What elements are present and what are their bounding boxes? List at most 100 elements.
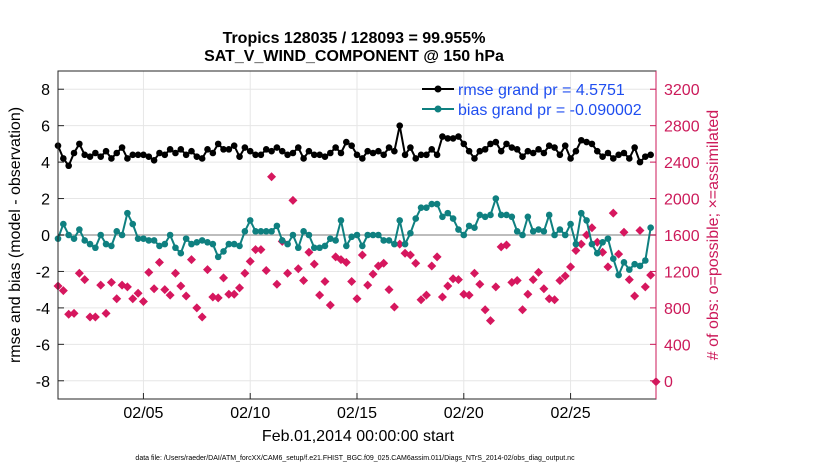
obs-count-point bbox=[138, 297, 148, 307]
y-right-tick-label: 800 bbox=[664, 301, 691, 318]
bias-point bbox=[236, 242, 243, 250]
obs-count-point bbox=[267, 172, 277, 182]
rmse-point bbox=[246, 147, 254, 155]
bias-point bbox=[124, 209, 131, 217]
legend-rmse-label: rmse grand pr = 4.5751 bbox=[458, 82, 625, 99]
rmse-point bbox=[316, 151, 323, 159]
obs-count-point bbox=[90, 312, 100, 322]
obs-count-point bbox=[571, 245, 581, 255]
bias-point bbox=[246, 217, 254, 224]
rmse-point bbox=[113, 149, 121, 157]
rmse-point bbox=[631, 144, 638, 151]
rmse-point bbox=[305, 147, 313, 155]
y-tick-label: 4 bbox=[41, 155, 50, 172]
chart-title-line1: Tropics 128035 / 128093 = 99.955% bbox=[223, 30, 486, 47]
bias-point bbox=[385, 237, 393, 244]
obs-count-point bbox=[384, 285, 394, 295]
rmse-point bbox=[284, 151, 291, 159]
obs-count-point bbox=[101, 308, 111, 318]
rmse-point bbox=[455, 133, 462, 140]
rmse-point bbox=[236, 153, 243, 160]
obs-count-point bbox=[485, 316, 495, 326]
bias-point bbox=[316, 244, 323, 252]
bias-point bbox=[476, 211, 484, 219]
obs-count-point bbox=[646, 270, 656, 280]
rmse-point bbox=[262, 146, 270, 153]
bias-point bbox=[65, 231, 72, 239]
y-right-tick-label: 3200 bbox=[664, 82, 700, 99]
obs-count-point bbox=[272, 279, 282, 289]
bias-point bbox=[145, 237, 153, 244]
obs-count-point bbox=[347, 276, 357, 286]
x-tick-label: 02/20 bbox=[444, 405, 484, 422]
rmse-point bbox=[561, 142, 569, 150]
bias-point bbox=[284, 240, 291, 248]
obs-count-point bbox=[357, 250, 367, 260]
y-tick-label: 2 bbox=[41, 192, 50, 209]
rmse-point bbox=[465, 147, 473, 155]
rmse-point bbox=[177, 146, 185, 153]
bias-point bbox=[81, 237, 88, 244]
obs-count-point bbox=[240, 268, 250, 278]
obs-count-point bbox=[229, 289, 239, 299]
rmse-point bbox=[252, 151, 259, 159]
rmse-point bbox=[86, 153, 94, 160]
obs-count-point bbox=[320, 276, 330, 286]
obs-count-point bbox=[608, 208, 618, 218]
bias-point bbox=[396, 217, 404, 224]
bias-point bbox=[60, 220, 67, 228]
bias-point bbox=[407, 229, 414, 237]
rmse-point bbox=[577, 136, 585, 144]
obs-count-point bbox=[283, 268, 293, 278]
rmse-point bbox=[359, 155, 366, 162]
obs-count-point bbox=[635, 225, 645, 235]
obs-count-point bbox=[293, 264, 303, 274]
rmse-point bbox=[626, 155, 633, 162]
obs-count-point bbox=[598, 247, 608, 257]
obs-count-point bbox=[480, 305, 490, 315]
y-right-tick-label: 2400 bbox=[664, 155, 700, 172]
bias-point bbox=[631, 260, 638, 268]
rmse-point bbox=[310, 151, 318, 159]
ticks-layer: -8 -6 -4 -2 0 2 4 6 8 02/05 02/10 02/15 02/20 02/25 0 4… bbox=[36, 71, 700, 422]
rmse-point bbox=[492, 138, 500, 146]
y-right-tick-label: 400 bbox=[664, 337, 691, 354]
obs-count-point bbox=[251, 245, 261, 255]
bias-point bbox=[620, 259, 628, 266]
rmse-point bbox=[380, 151, 387, 159]
obs-count-point bbox=[576, 239, 586, 249]
obs-count-point bbox=[502, 240, 511, 250]
bias-point bbox=[289, 231, 297, 239]
rmse-point bbox=[129, 151, 137, 159]
obs-count-point bbox=[411, 258, 421, 268]
bias-point bbox=[156, 242, 163, 250]
bias-point bbox=[492, 195, 500, 202]
rmse-point bbox=[225, 146, 233, 153]
rmse-point bbox=[556, 151, 564, 159]
obs-count-point bbox=[619, 227, 629, 237]
obs-count-point bbox=[96, 280, 106, 290]
obs-count-point bbox=[341, 257, 351, 267]
rmse-point bbox=[214, 140, 222, 148]
bias-point bbox=[209, 240, 217, 248]
obs-count-point bbox=[176, 281, 186, 291]
bias-point bbox=[204, 238, 211, 246]
obs-count-point bbox=[85, 312, 95, 322]
rmse-point bbox=[620, 149, 628, 157]
bias-point bbox=[380, 237, 387, 244]
bias-point bbox=[497, 211, 505, 219]
bias-point bbox=[166, 231, 174, 239]
obs-count-point bbox=[165, 290, 175, 300]
y-right-tick-label: 2800 bbox=[664, 119, 700, 136]
rmse-point bbox=[513, 146, 521, 153]
obs-count-point bbox=[443, 281, 453, 291]
bias-point bbox=[86, 240, 94, 248]
rmse-point bbox=[609, 155, 617, 162]
bias-point bbox=[150, 237, 158, 244]
x-tick-label: 02/15 bbox=[337, 405, 377, 422]
obs-count-point bbox=[299, 276, 309, 286]
rmse-point bbox=[385, 144, 393, 151]
obs-count-point bbox=[133, 288, 143, 298]
rmse-point bbox=[198, 155, 206, 162]
rmse-point bbox=[481, 146, 489, 153]
